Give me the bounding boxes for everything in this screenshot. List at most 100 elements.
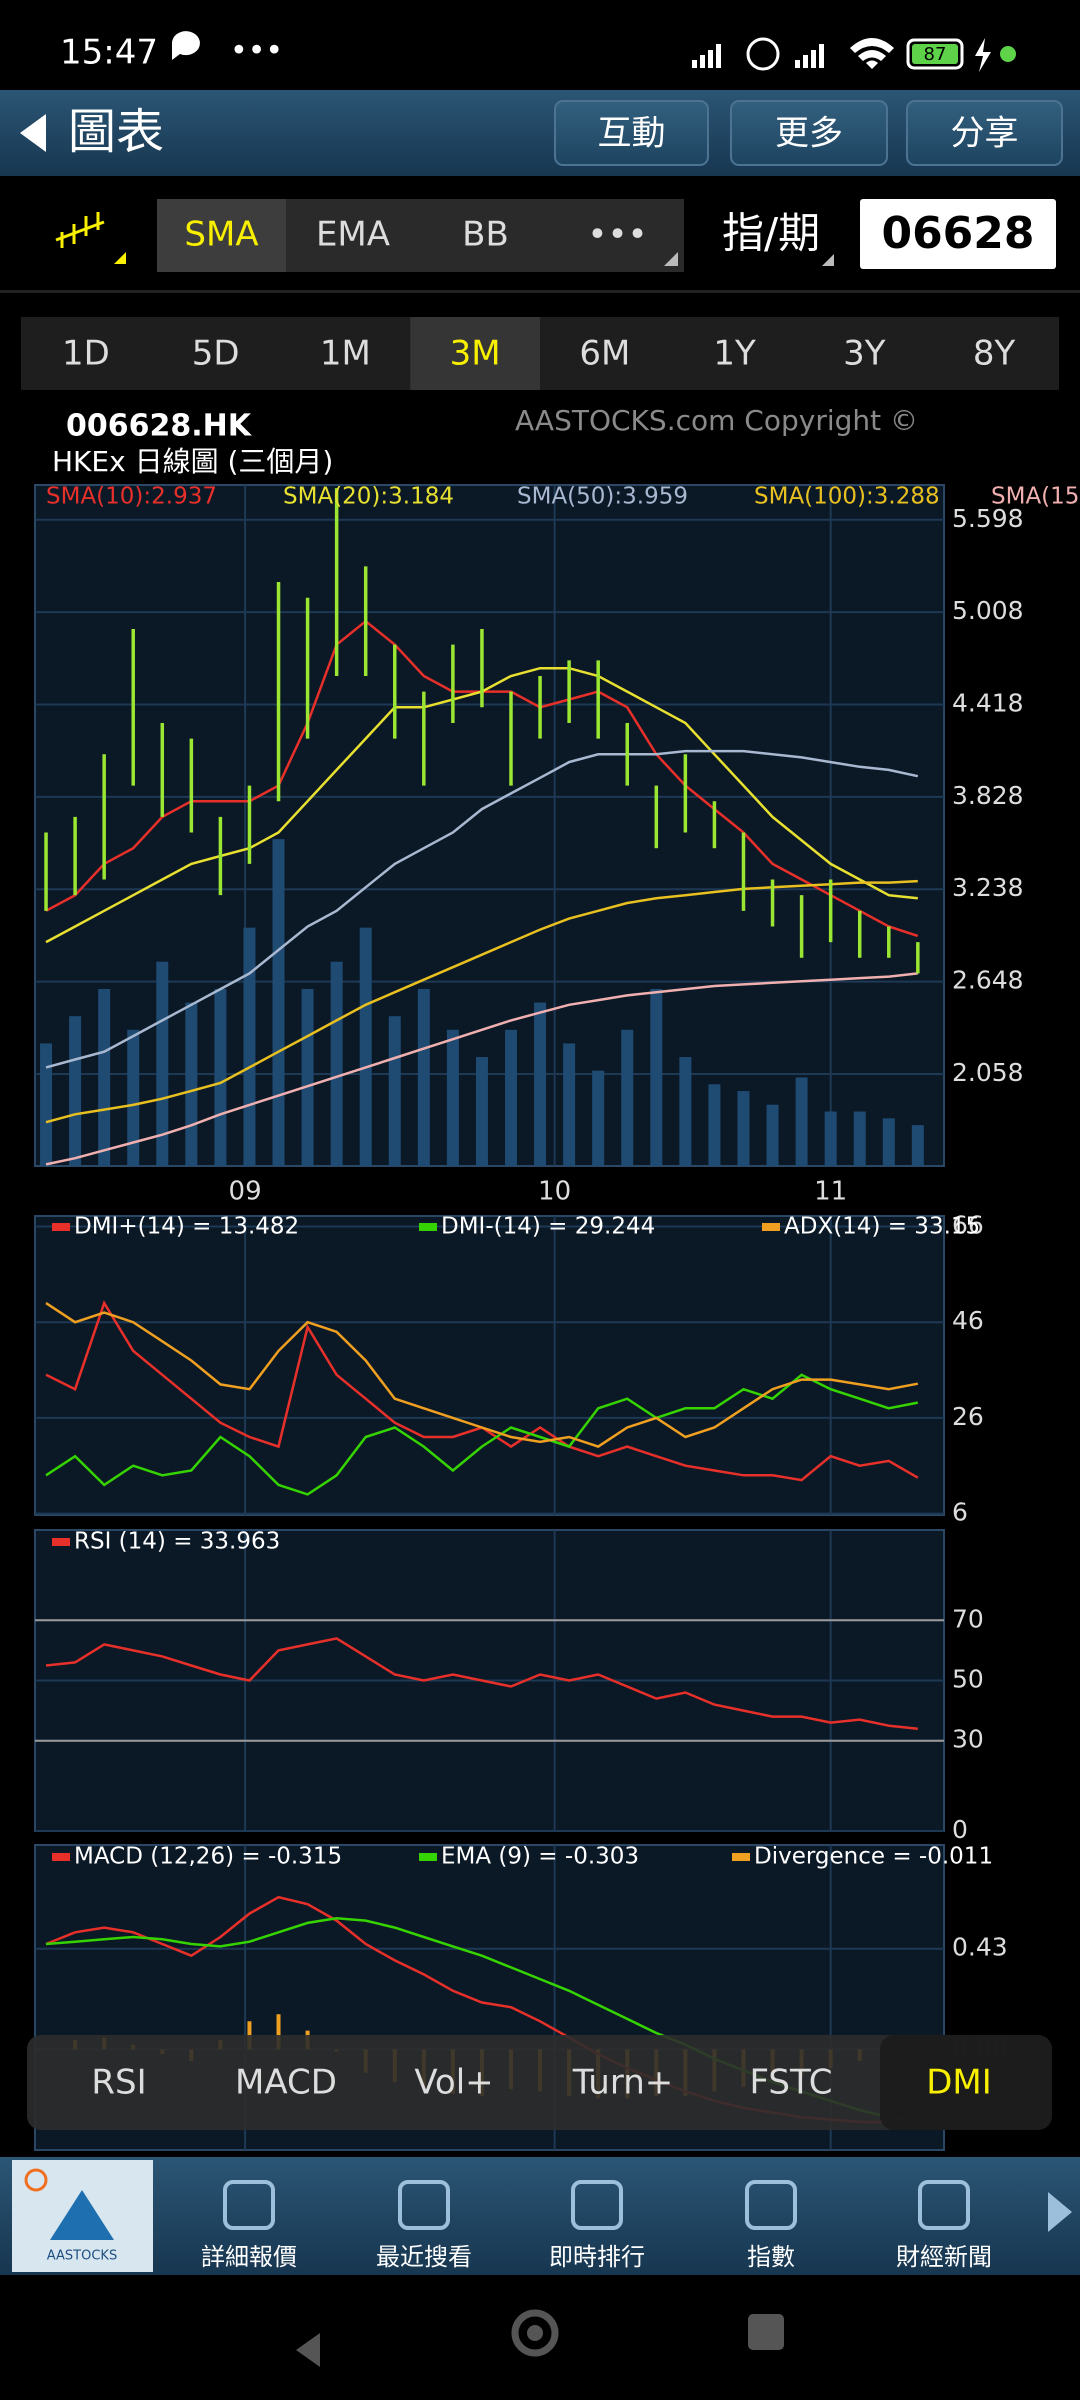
- volume-bar: [824, 1111, 837, 1166]
- legend-marker: [732, 1853, 750, 1861]
- y-tick-label: 70: [952, 1604, 984, 1633]
- period-tab[interactable]: 8Y: [973, 334, 1016, 374]
- chart-copyright: AASTOCKS.com Copyright ©: [515, 404, 918, 437]
- logo-text: AASTOCKS: [47, 2249, 117, 2264]
- legend-marker: [52, 1853, 70, 1861]
- volume-bar: [272, 839, 285, 1166]
- volume-bar: [69, 1016, 82, 1166]
- indicator-item[interactable]: MACD: [235, 2063, 337, 2103]
- period-tab[interactable]: 1D: [62, 334, 110, 374]
- power-icon: [24, 2168, 48, 2192]
- period-tab[interactable]: 1Y: [713, 334, 756, 374]
- indicator-item[interactable]: RSI: [91, 2063, 146, 2103]
- volume-bar: [243, 927, 256, 1166]
- nav-recent[interactable]: [748, 2314, 784, 2350]
- app-button-label: 更多: [775, 114, 843, 154]
- code-input[interactable]: [860, 199, 1056, 269]
- status-more: •••: [230, 34, 283, 69]
- period-tab[interactable]: 6M: [579, 334, 630, 374]
- volume-bar: [505, 1029, 518, 1166]
- indicator-item[interactable]: FSTC: [749, 2063, 832, 2103]
- y-tick-label: 3.238: [952, 873, 1024, 902]
- nav-icon: [223, 2180, 275, 2230]
- legend-label: SMA(20):3.184: [283, 484, 454, 510]
- divider: [0, 290, 1080, 293]
- volume-bar: [853, 1111, 866, 1166]
- app-button-label: 分享: [951, 114, 1019, 154]
- volume-bar: [475, 1057, 488, 1166]
- volume-bar: [766, 1104, 779, 1166]
- y-tick-label: 2.058: [952, 1058, 1024, 1087]
- indicator-tab[interactable]: EMA: [316, 215, 390, 255]
- nav-label[interactable]: 最近搜看: [376, 2243, 472, 2271]
- legend-label: EMA (9) = -0.303: [441, 1844, 639, 1870]
- legend-label: SMA(10):2.937: [46, 484, 217, 510]
- legend-marker: [419, 1223, 437, 1231]
- volume-bar: [446, 1029, 459, 1166]
- app-button[interactable]: [906, 100, 1063, 166]
- bottom-nav: [0, 2157, 1080, 2275]
- indicator-item[interactable]: Turn+: [572, 2063, 674, 2103]
- app-button[interactable]: [730, 100, 888, 166]
- code-label: 指/期: [722, 209, 820, 258]
- volume-bar: [359, 927, 372, 1166]
- battery-level: [912, 44, 958, 64]
- divergence-bar: [276, 2014, 281, 2050]
- chat-icon: [171, 31, 200, 60]
- indicator-item[interactable]: DMI: [926, 2063, 992, 2103]
- y-tick-label: 66: [952, 1211, 984, 1240]
- nav-back[interactable]: [296, 2333, 320, 2367]
- back-button[interactable]: [20, 114, 46, 152]
- indicator-tab[interactable]: BB: [462, 215, 509, 255]
- app-buttons: 互動 更多 分享: [554, 100, 1063, 166]
- nav-label[interactable]: 指數: [747, 2243, 795, 2271]
- period-tab[interactable]: 5D: [192, 334, 240, 374]
- period-tab[interactable]: 1M: [320, 334, 371, 374]
- y-tick-label: 0.43: [952, 1933, 1008, 1962]
- indicator-item[interactable]: Vol+: [414, 2063, 493, 2103]
- legend-label: MACD (12,26) = -0.315: [74, 1844, 342, 1870]
- volume-bar: [882, 1118, 895, 1166]
- indicator-tab[interactable]: •••: [587, 215, 647, 255]
- series-line: [45, 1302, 919, 1448]
- app-title: 圖表: [68, 104, 164, 160]
- nav-label[interactable]: 即時排行: [549, 2243, 645, 2271]
- status-icons: [692, 37, 894, 71]
- series-line: [45, 1373, 919, 1496]
- chart-subtitle: HKEx 日線圖 (三個月): [52, 445, 333, 478]
- legend-label: SMA(50):3.959: [517, 484, 688, 510]
- period-tab[interactable]: 3M: [450, 334, 501, 374]
- legend-label: RSI (14) = 33.963: [74, 1529, 280, 1555]
- indicator-tab[interactable]: SMA: [184, 215, 258, 255]
- y-tick-label: 5.008: [952, 596, 1024, 625]
- y-tick-label: 6: [952, 1498, 968, 1527]
- legend-marker: [762, 1223, 780, 1231]
- more-arrow: [664, 252, 678, 266]
- chart-type-icon[interactable]: [55, 212, 105, 248]
- nav-label[interactable]: 財經新聞: [896, 2243, 992, 2271]
- legend-marker: [52, 1538, 70, 1546]
- y-tick-label: 3.828: [952, 781, 1024, 810]
- status-dot: [1000, 46, 1016, 62]
- nav-items: 詳細報價 最近搜看 即時排行 指數 財經新聞: [201, 2180, 992, 2271]
- nav-home[interactable]: [511, 2309, 559, 2357]
- y-tick-label: 30: [952, 1725, 984, 1754]
- indicator-bar: [27, 2035, 1052, 2130]
- nav-label[interactable]: 詳細報價: [201, 2243, 297, 2271]
- logo-mark: [50, 2190, 114, 2240]
- period-tab[interactable]: 3Y: [843, 334, 886, 374]
- app-button[interactable]: [554, 100, 709, 166]
- nav-icon: [745, 2180, 797, 2230]
- battery-frame: [906, 38, 964, 70]
- volume-bar: [621, 1029, 634, 1166]
- app-button-label: 互動: [598, 114, 666, 154]
- volume-bar: [417, 988, 430, 1166]
- y-tick-label: 4.418: [952, 688, 1024, 717]
- volume-bar: [534, 1002, 547, 1166]
- legend-marker: [419, 1853, 437, 1861]
- plot-area: [34, 484, 945, 1167]
- volume-bar: [185, 1002, 198, 1166]
- nav-next[interactable]: [1048, 2192, 1072, 2232]
- volume-bar: [40, 1043, 53, 1166]
